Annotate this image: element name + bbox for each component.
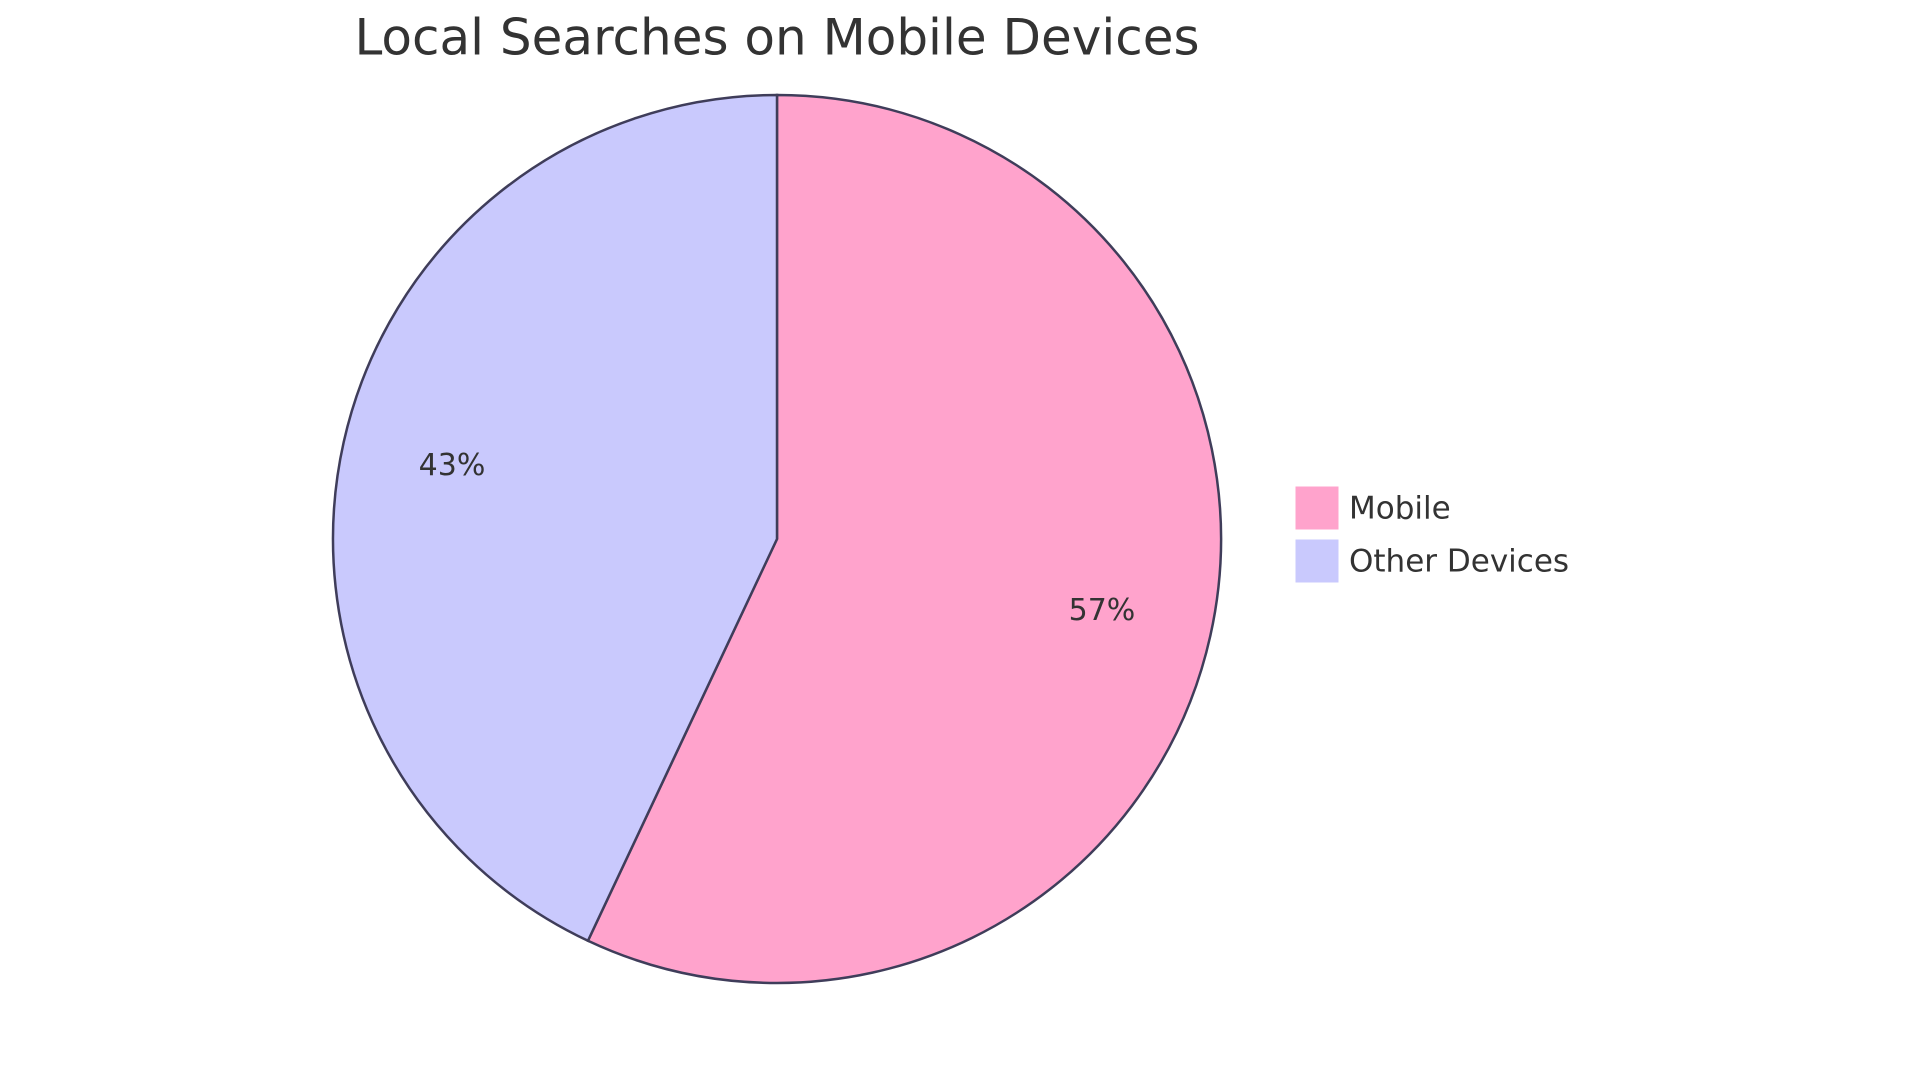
data-label: 43% [419, 448, 486, 483]
pie-slice [586, 93, 1223, 985]
chart-title: Local Searches on Mobile Devices [354, 9, 1199, 67]
legend-label: Mobile [1349, 491, 1451, 527]
legend-swatch [1294, 538, 1340, 584]
legend-swatch [1294, 485, 1340, 531]
data-label: 57% [1069, 593, 1136, 628]
pie-slice [331, 93, 779, 943]
legend-label: Other Devices [1349, 544, 1569, 580]
